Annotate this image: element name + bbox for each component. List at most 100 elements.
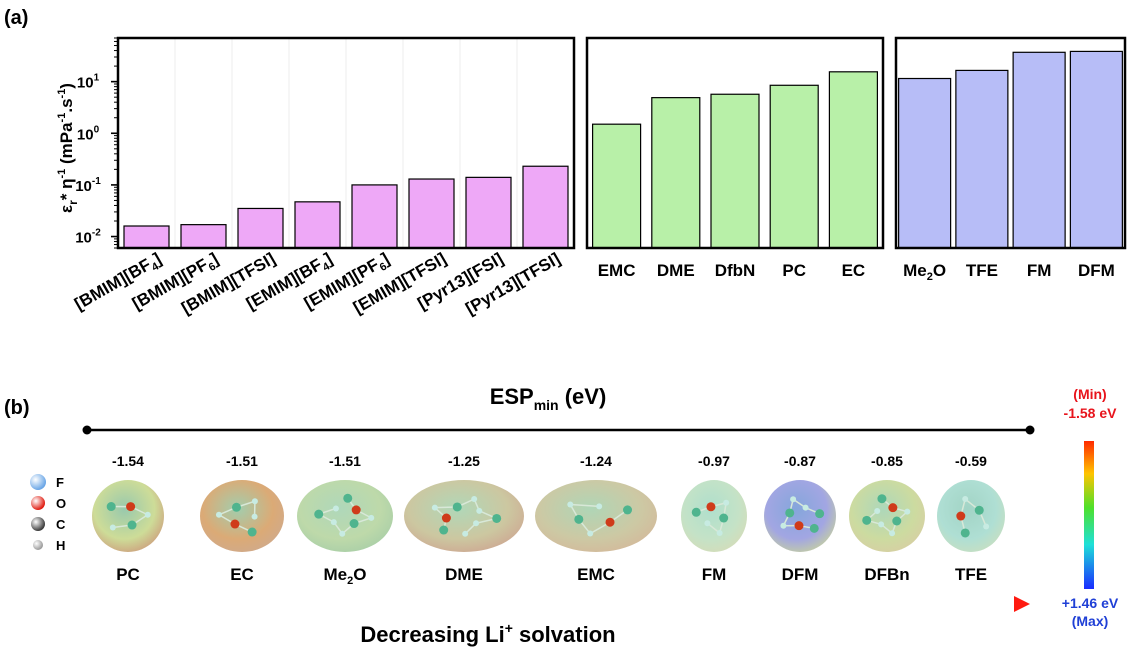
bar-DFM bbox=[1069, 50, 1123, 249]
esp-surface bbox=[404, 480, 524, 552]
atom-c-icon bbox=[349, 519, 359, 529]
atom-c-icon bbox=[452, 502, 462, 512]
panel-frame-3 bbox=[894, 36, 1127, 250]
atom-o-icon bbox=[888, 503, 898, 513]
legend-label-c: C bbox=[56, 517, 66, 532]
esp-surface bbox=[849, 480, 925, 552]
atom-h-icon bbox=[716, 529, 723, 536]
atom-c-icon bbox=[574, 514, 584, 524]
esp-surface bbox=[535, 480, 657, 552]
atom-h-icon bbox=[780, 522, 787, 529]
esp-value: -1.51 bbox=[226, 453, 258, 469]
atom-h-icon bbox=[109, 524, 116, 531]
x-label-TFE: TFE bbox=[966, 261, 998, 280]
panel-b-label: (b) bbox=[4, 397, 30, 419]
bar-[Pyr13][TFSI] bbox=[522, 165, 569, 249]
esp-surface bbox=[92, 480, 164, 552]
atom-c-icon bbox=[892, 516, 902, 526]
atom-h-icon bbox=[874, 508, 881, 515]
atom-h-icon bbox=[704, 520, 711, 527]
bar-[EMIM][BF4] bbox=[294, 201, 341, 249]
atom-c-icon bbox=[719, 513, 729, 523]
esp-axis bbox=[82, 425, 1035, 435]
esp-value: -1.54 bbox=[112, 453, 144, 469]
molecule-TFE: -0.59 TFE bbox=[937, 453, 1005, 584]
atom-h-icon bbox=[878, 521, 885, 528]
legend-label-o: O bbox=[56, 496, 66, 511]
atom-o-icon bbox=[706, 502, 716, 512]
x-label-FM: FM bbox=[1027, 261, 1052, 280]
bar-EMC bbox=[591, 123, 642, 249]
bar-DfbN bbox=[710, 93, 760, 249]
atom-h-icon bbox=[215, 511, 222, 518]
bar-[BMIM][BF4] bbox=[123, 225, 170, 249]
x-label-PC: PC bbox=[782, 261, 806, 280]
atom-o-icon bbox=[605, 517, 615, 527]
panel-a-label: (a) bbox=[4, 7, 28, 29]
esp-value: -0.97 bbox=[698, 453, 730, 469]
x-label-DFM: DFM bbox=[1078, 261, 1115, 280]
legend-atom-h-icon bbox=[33, 540, 43, 550]
bar-EC bbox=[828, 71, 879, 249]
esp-surface bbox=[764, 480, 836, 552]
atom-o-icon bbox=[441, 513, 451, 523]
colorbar-min-value: -1.58 eV bbox=[1064, 405, 1118, 421]
bar-[EMIM][PF6] bbox=[351, 184, 398, 249]
bar-[BMIM][TFSI] bbox=[237, 207, 284, 249]
atom-h-icon bbox=[962, 496, 969, 503]
atom-c-icon bbox=[785, 508, 795, 518]
atom-c-icon bbox=[974, 505, 984, 515]
x-category-labels: [BMIM][BF4][BMIM][PF6][BMIM][TFSI][EMIM]… bbox=[71, 249, 1115, 318]
molecule-DFBn: -0.85 DFBn bbox=[849, 453, 925, 584]
bar-PC bbox=[769, 84, 819, 249]
legend-atom-c-icon bbox=[31, 517, 45, 531]
atom-c-icon bbox=[815, 509, 825, 519]
atom-h-icon bbox=[251, 513, 258, 520]
x-label-Me2O: Me2O bbox=[903, 261, 946, 283]
atom-c-icon bbox=[623, 505, 633, 515]
atom-h-icon bbox=[471, 496, 478, 503]
y-tick-labels: 10-2 10-1 100 101 bbox=[75, 37, 118, 249]
legend-atom-f-icon bbox=[30, 474, 46, 490]
molecule-DFM: -0.87 DFM bbox=[764, 453, 836, 584]
panel-frame-2 bbox=[585, 36, 885, 250]
atom-c-icon bbox=[127, 520, 137, 530]
atom-h-icon bbox=[889, 530, 896, 537]
molecule-FM: -0.97 FM bbox=[681, 453, 747, 584]
atom-c-icon bbox=[691, 507, 701, 517]
atom-h-icon bbox=[904, 508, 911, 515]
x-label-DME: DME bbox=[657, 261, 695, 280]
atom-c-icon bbox=[960, 528, 970, 538]
esp-surface bbox=[681, 480, 747, 552]
panel-frame-1 bbox=[116, 36, 576, 250]
esp-value: -1.24 bbox=[580, 453, 612, 469]
atom-h-icon bbox=[339, 530, 346, 537]
molecule-EMC: -1.24 EMC bbox=[535, 453, 657, 584]
bond bbox=[570, 503, 600, 508]
legend-atom-o-icon bbox=[31, 496, 45, 510]
bar-TFE bbox=[955, 69, 1009, 249]
x-label-EC: EC bbox=[842, 261, 866, 280]
atom-c-icon bbox=[862, 515, 872, 525]
x-label-DfbN: DfbN bbox=[715, 261, 756, 280]
esp-surface bbox=[200, 480, 284, 552]
molecule-name: DFBn bbox=[864, 565, 909, 584]
legend-label-f: F bbox=[56, 475, 64, 490]
atom-h-icon bbox=[587, 530, 594, 537]
atom-h-icon bbox=[368, 514, 375, 521]
solvation-arrow-head bbox=[1014, 596, 1030, 612]
y-tick-label: 101 bbox=[77, 73, 100, 92]
atom-c-icon bbox=[877, 494, 887, 504]
bar-panel-2 bbox=[585, 36, 885, 250]
legend-label-h: H bbox=[56, 538, 65, 553]
bar-panel-1 bbox=[116, 36, 576, 250]
atom-h-icon bbox=[431, 504, 438, 511]
bar-[Pyr13][FSI] bbox=[465, 176, 512, 249]
colorbar-max-caption: (Max) bbox=[1072, 613, 1109, 629]
molecule-Me2O: -1.51 Me2O bbox=[297, 453, 393, 587]
molecule-name: DME bbox=[445, 565, 483, 584]
colorbar-min-caption: (Min) bbox=[1073, 386, 1106, 402]
esp-title: ESPmin (eV) bbox=[490, 384, 607, 413]
colorbar-max-value: +1.46 eV bbox=[1062, 595, 1119, 611]
